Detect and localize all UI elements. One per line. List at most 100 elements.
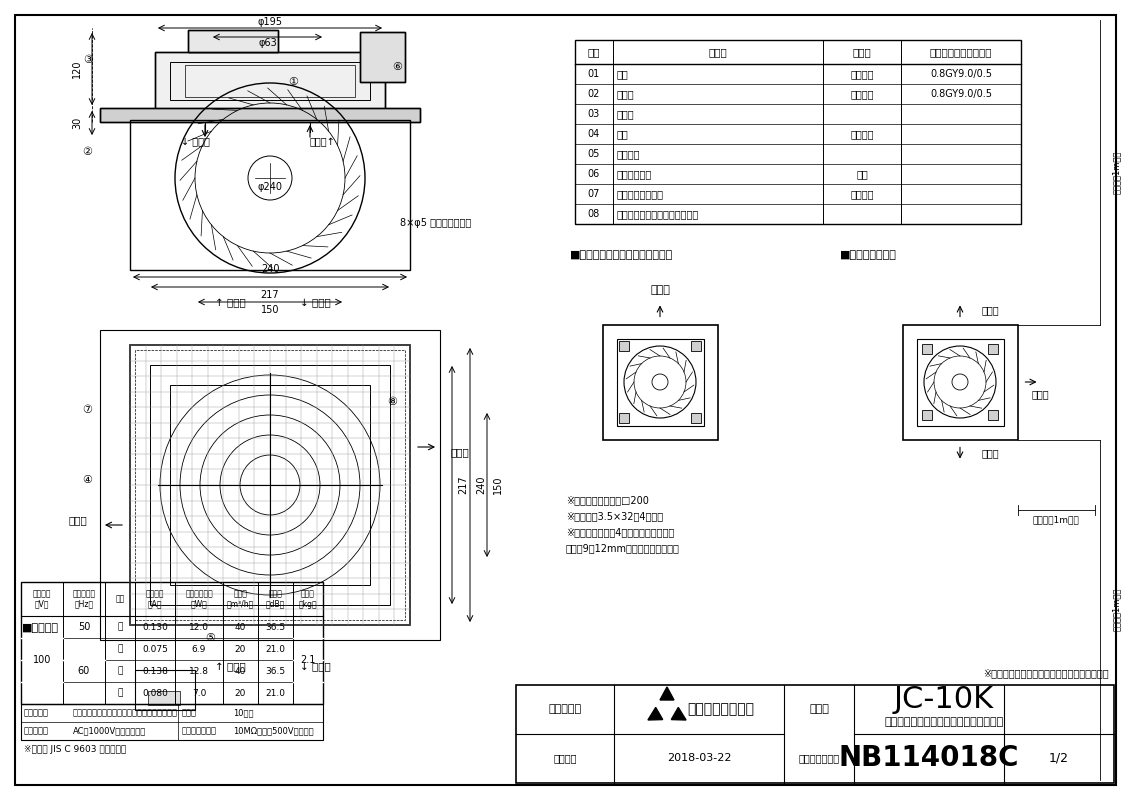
Text: ↑ 吸込み: ↑ 吸込み: [215, 298, 245, 308]
Text: 合成樹脂: 合成樹脂: [851, 189, 874, 199]
Text: コンデンサー永久分相形単相誘導電動機　２極: コンデンサー永久分相形単相誘導電動機 ２極: [74, 709, 178, 718]
Circle shape: [952, 374, 968, 390]
Bar: [21, 704, 323, 740]
Text: 0.8GY9.0/0.5: 0.8GY9.0/0.5: [930, 89, 992, 99]
Text: 01: 01: [588, 69, 601, 79]
Text: 「ヘルスエアー機能」ユニット: 「ヘルスエアー機能」ユニット: [618, 209, 699, 219]
Text: 20: 20: [235, 645, 247, 654]
Text: 形　名: 形 名: [809, 704, 829, 714]
Text: 217: 217: [458, 476, 468, 494]
Text: 0.138: 0.138: [143, 666, 167, 675]
Text: 第３角図法: 第３角図法: [549, 704, 581, 714]
Text: 速結端子: 速結端子: [618, 149, 640, 159]
Text: 150: 150: [493, 476, 503, 494]
Text: 吹出し: 吹出し: [982, 306, 1000, 315]
Bar: [619, 413, 629, 423]
Text: 6.9: 6.9: [192, 645, 206, 654]
Text: ⑥: ⑥: [392, 62, 402, 72]
Bar: [185, 65, 355, 97]
Text: 電動機形式: 電動機形式: [24, 709, 49, 718]
Bar: [619, 341, 629, 351]
Text: 150: 150: [261, 305, 279, 315]
Bar: [100, 108, 420, 122]
Bar: [616, 338, 703, 426]
Text: 本体: 本体: [618, 69, 629, 79]
Text: 設定: 設定: [115, 594, 124, 603]
Bar: [922, 344, 932, 354]
Text: 絶　縁　抵　抗: 絶 縁 抵 抗: [182, 726, 217, 735]
Text: 吸込み: 吸込み: [69, 515, 87, 525]
Bar: [988, 344, 998, 354]
Bar: [170, 62, 370, 100]
Text: JC-10K: JC-10K: [893, 685, 994, 714]
Polygon shape: [661, 687, 674, 700]
Text: 0.075: 0.075: [143, 645, 167, 654]
Text: 厚さ9～12mmの天井材への取付可: 厚さ9～12mmの天井材への取付可: [566, 543, 680, 553]
Text: 10MΩ以上（500Vメガー）: 10MΩ以上（500Vメガー）: [233, 726, 313, 735]
Text: 埃取りフィルター: 埃取りフィルター: [618, 189, 664, 199]
Text: 定格消費電力
（W）: 定格消費電力 （W）: [185, 590, 213, 609]
Bar: [903, 325, 1018, 439]
Text: 合成樹脂: 合成樹脂: [851, 129, 874, 139]
Text: 50: 50: [78, 622, 90, 632]
Text: 36.5: 36.5: [266, 666, 285, 675]
Text: 定格電流
（A）: 定格電流 （A）: [146, 590, 164, 609]
Text: 100: 100: [33, 655, 51, 665]
Bar: [188, 30, 278, 52]
Bar: [100, 330, 440, 640]
Text: ⑧: ⑧: [387, 397, 397, 407]
Text: 羽根: 羽根: [618, 129, 629, 139]
Text: 壁面から1m以上: 壁面から1m以上: [1112, 588, 1121, 631]
Polygon shape: [648, 707, 663, 720]
Text: ⑦: ⑦: [83, 405, 92, 415]
Bar: [691, 413, 701, 423]
Text: ↓ 吹出し: ↓ 吹出し: [300, 298, 330, 308]
Text: ※天井埋込穴寸法　□200: ※天井埋込穴寸法 □200: [566, 495, 649, 505]
Polygon shape: [672, 707, 687, 720]
Text: NB114018C: NB114018C: [839, 744, 1019, 772]
Text: 217: 217: [260, 290, 279, 300]
Text: 0.080: 0.080: [143, 689, 167, 698]
Text: 2018-03-22: 2018-03-22: [667, 753, 732, 763]
Text: 240: 240: [261, 264, 279, 274]
Text: 弱: 弱: [118, 645, 122, 654]
Text: 三菱電機株式会社: 三菱電機株式会社: [688, 702, 754, 716]
Text: 40: 40: [235, 666, 247, 675]
Text: ↑ 吸込み: ↑ 吸込み: [215, 662, 245, 672]
Text: ↓ 吸込み: ↓ 吸込み: [181, 137, 209, 147]
Text: 材　質: 材 質: [853, 47, 871, 57]
Text: 作成日付: 作成日付: [553, 753, 577, 763]
Text: 0.8GY9.0/0.5: 0.8GY9.0/0.5: [930, 69, 992, 79]
Bar: [916, 338, 1003, 426]
Text: 7.0: 7.0: [192, 689, 206, 698]
Text: 羽根径: 羽根径: [182, 709, 197, 718]
Text: 整　理　番　号: 整 理 番 号: [798, 753, 839, 763]
Bar: [360, 32, 405, 82]
Text: ②: ②: [83, 147, 92, 157]
Text: φ63: φ63: [259, 38, 277, 48]
Bar: [155, 52, 385, 110]
Text: 壁面から1m以上: 壁面から1m以上: [1112, 150, 1121, 194]
Text: 1/2: 1/2: [1048, 751, 1069, 765]
Bar: [21, 582, 323, 704]
Bar: [148, 691, 180, 705]
Text: 240: 240: [476, 476, 486, 494]
Text: ■　特性表: ■ 特性表: [21, 623, 59, 633]
Bar: [988, 410, 998, 420]
Text: ①: ①: [288, 77, 297, 87]
Text: 電動機: 電動機: [618, 109, 634, 119]
Text: 12.8: 12.8: [189, 666, 209, 675]
Text: 電装品ケース: 電装品ケース: [618, 169, 653, 179]
Bar: [170, 385, 370, 585]
Text: 120: 120: [72, 60, 83, 78]
Text: ※特性は JIS C 9603 に基づく。: ※特性は JIS C 9603 に基づく。: [24, 746, 127, 754]
Text: 21.0: 21.0: [266, 689, 285, 698]
Text: 品番: 品番: [588, 47, 601, 57]
Text: 定格周波数
（Hz）: 定格周波数 （Hz）: [72, 590, 95, 609]
Text: 壁面から1m以上: 壁面から1m以上: [1033, 515, 1080, 525]
Text: 鋼板: 鋼板: [856, 169, 867, 179]
Text: 質　量
（kg）: 質 量 （kg）: [299, 590, 318, 609]
Text: 強: 強: [118, 666, 122, 675]
Text: 05: 05: [588, 149, 601, 159]
Text: 2.1: 2.1: [301, 655, 316, 665]
